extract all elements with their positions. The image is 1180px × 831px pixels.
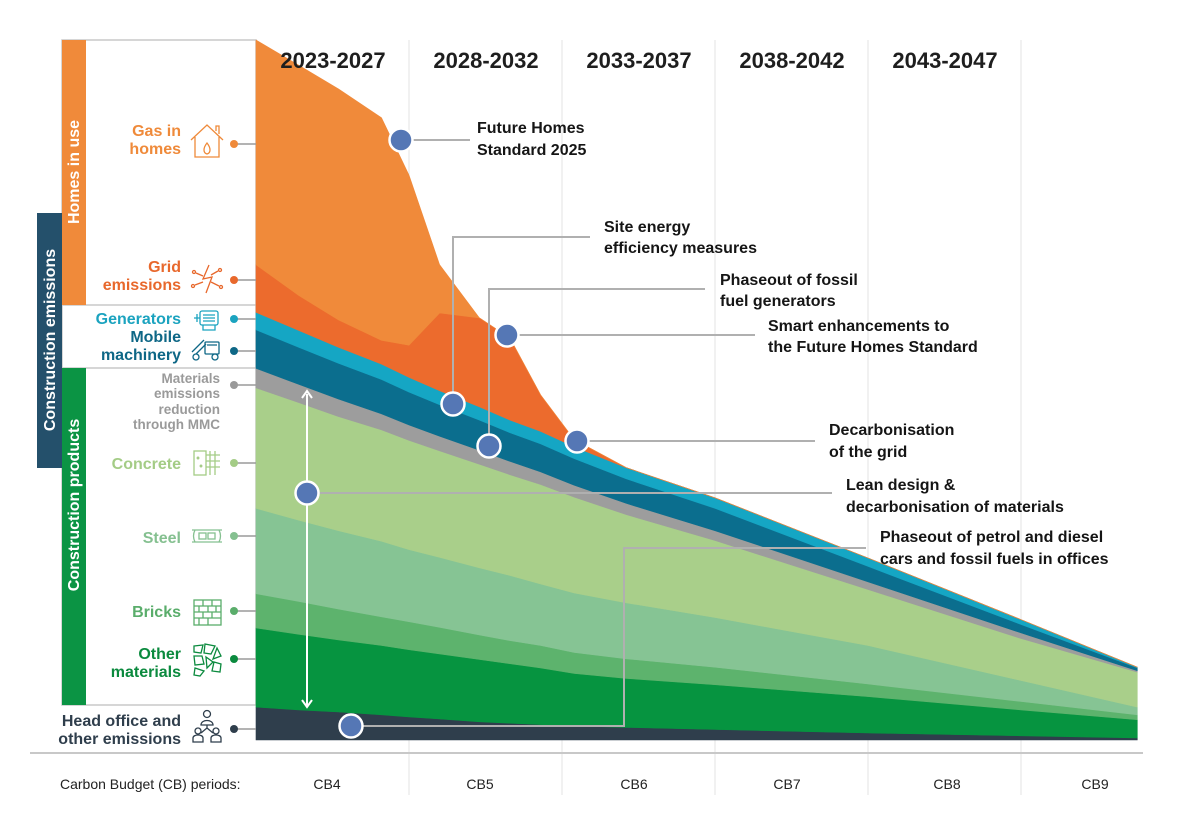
dot: [230, 532, 238, 540]
marker-future-homes[interactable]: [388, 127, 414, 153]
generator-icon: [194, 310, 219, 331]
legend-steel: Steel: [143, 530, 181, 547]
annotation-site-energy: Site energy efficiency measures: [604, 219, 757, 257]
marker-smart-enhancements[interactable]: [494, 322, 520, 348]
marker-site-energy[interactable]: [440, 391, 466, 417]
people-hierarchy-icon: [192, 709, 222, 743]
period-header: 2028-2032: [433, 48, 538, 73]
cb-label: CB4: [313, 776, 340, 792]
area-gas-in-homes: [255, 39, 1138, 668]
period-header: 2043-2047: [892, 48, 997, 73]
dot: [230, 655, 238, 663]
annotation-grid-decarbonisation: Decarbonisation of the grid: [829, 422, 954, 461]
period-header: 2023-2027: [280, 48, 385, 73]
period-header: 2033-2037: [586, 48, 691, 73]
legend-gas-in-homes: Gas in homes: [129, 123, 181, 158]
legend-generators: Generators: [96, 311, 181, 328]
legend-entries: Gas in homes Grid emissions Generators Mob…: [58, 123, 220, 748]
annotation-future-homes: Future Homes Standard 2025: [477, 120, 586, 159]
stones-icon: [193, 643, 222, 677]
dot: [230, 276, 238, 284]
annotation-smart-enhancements: Smart enhancements to the Future Homes St…: [768, 318, 978, 356]
annotation-markers: [294, 127, 590, 739]
concrete-icon: [193, 450, 220, 476]
dot: [230, 315, 238, 323]
legend-box: [61, 39, 257, 706]
legend-head-office: Head office and other emissions: [58, 713, 181, 748]
dot: [230, 381, 238, 389]
dot: [230, 607, 238, 615]
construction-emissions-bar: [37, 213, 62, 468]
dot: [230, 140, 238, 148]
annotation-lean-design: Lean design & decarbonisation of material…: [846, 477, 1064, 516]
dot: [230, 725, 238, 733]
annotation-fossil-generators: Phaseout of fossil fuel generators: [720, 272, 858, 310]
stacked-areas: [255, 39, 1138, 741]
legend-grid-emissions: Grid emissions: [103, 259, 181, 294]
dot: [230, 347, 238, 355]
cb-label: CB8: [933, 776, 960, 792]
reduction-arrow: [301, 389, 313, 709]
legend-panel: Homes in use Construction emissions Cons…: [30, 39, 1143, 754]
carbon-budget-label: Carbon Budget (CB) periods:: [60, 776, 241, 792]
legend-other-materials: Other materials: [111, 646, 181, 681]
homes-in-use-label: Homes in use: [66, 120, 83, 224]
period-header: 2038-2042: [739, 48, 844, 73]
construction-products-label: Construction products: [66, 419, 83, 592]
legend-mobile-machinery: Mobile machinery: [101, 329, 181, 364]
legend-bricks: Bricks: [132, 604, 181, 621]
marker-grid-decarbonisation[interactable]: [564, 428, 590, 454]
annotation-petrol-diesel: Phaseout of petrol and diesel cars and fo…: [880, 529, 1109, 568]
homes-in-use-bar: [62, 40, 86, 305]
construction-products-bar: [62, 368, 86, 705]
house-flame-icon: [190, 124, 224, 158]
construction-emissions-label: Construction emissions: [42, 249, 59, 431]
cb-label: CB5: [466, 776, 493, 792]
legend-connectors: [230, 140, 256, 733]
mobile-machinery-icon: [191, 339, 220, 361]
marker-petrol-diesel[interactable]: [338, 713, 364, 739]
carbon-budget-row: Carbon Budget (CB) periods: CB4 CB5 CB6 …: [60, 776, 1109, 792]
bricks-icon: [193, 599, 222, 626]
legend-mmc: Materials emissions reduction through MMC: [133, 371, 220, 432]
period-headers: 2023-2027 2028-2032 2033-2037 2038-2042 …: [280, 48, 997, 73]
annotations: Future Homes Standard 2025 Site energy eff…: [477, 120, 1109, 568]
annotation-leaders: [307, 139, 866, 727]
marker-fossil-generators[interactable]: [476, 433, 502, 459]
steel-beam-icon: [192, 529, 222, 543]
legend-icons: [190, 124, 224, 743]
marker-lean-design[interactable]: [294, 480, 320, 506]
legend-concrete: Concrete: [112, 456, 181, 473]
cb-label: CB9: [1081, 776, 1108, 792]
grid-spark-icon: [190, 264, 224, 294]
cb-label: CB7: [773, 776, 800, 792]
cb-label: CB6: [620, 776, 647, 792]
dot: [230, 459, 238, 467]
